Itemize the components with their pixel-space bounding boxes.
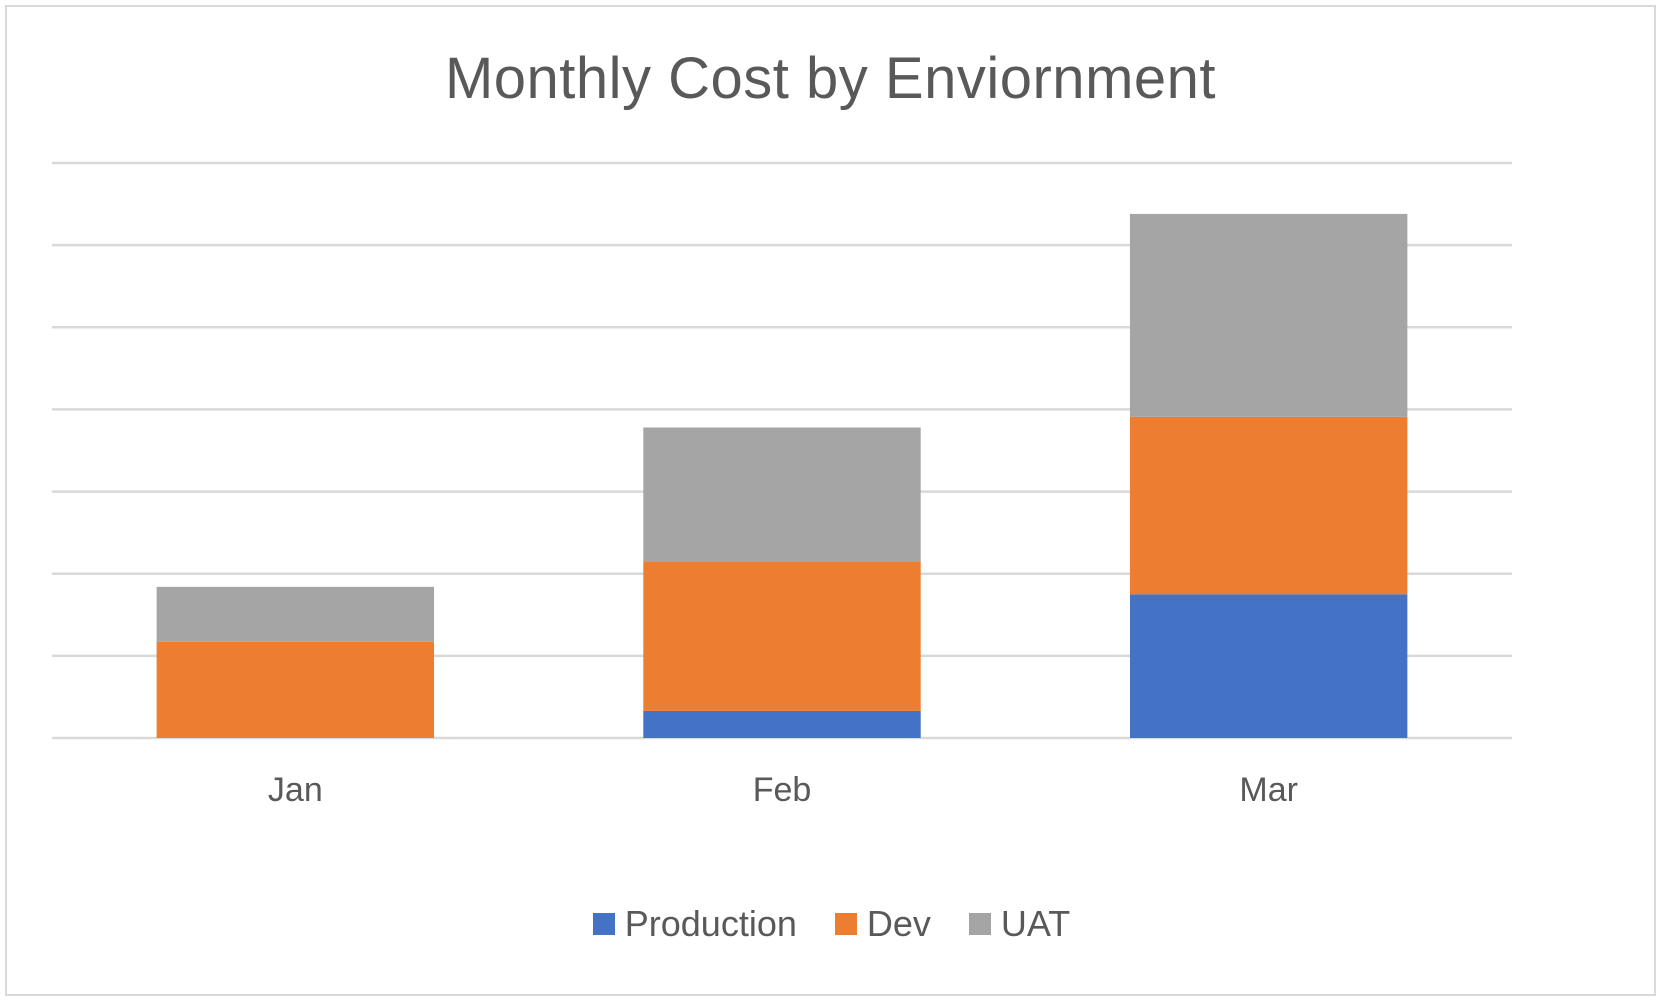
chart-title: Monthly Cost by Enviornment xyxy=(444,46,1217,111)
legend-swatch-uat xyxy=(968,913,991,935)
legend-item-uat: UAT xyxy=(968,903,1071,945)
legend-label-uat: UAT xyxy=(1000,903,1071,944)
bar-uat-mar xyxy=(1129,213,1408,417)
x-tick-label-jan: Jan xyxy=(268,771,323,809)
legend-swatch-dev xyxy=(834,913,857,935)
x-tick-label-mar: Mar xyxy=(1239,771,1298,809)
x-tick-labels: Jan Feb Mar xyxy=(268,771,1298,809)
bar-dev-feb xyxy=(643,561,921,711)
bar-dev-jan xyxy=(156,641,435,738)
legend: Production Dev UAT xyxy=(0,903,1663,945)
bar-uat-jan xyxy=(156,586,435,642)
bar-uat-feb xyxy=(643,427,921,562)
legend-swatch-production xyxy=(592,913,615,935)
bar-dev-mar xyxy=(1129,416,1408,595)
legend-label-production: Production xyxy=(624,903,797,944)
bar-production-feb xyxy=(643,710,921,738)
bar-production-mar xyxy=(1129,594,1408,738)
legend-label-dev: Dev xyxy=(866,903,931,944)
x-tick-label-feb: Feb xyxy=(753,771,812,809)
legend-item-dev: Dev xyxy=(834,903,931,945)
legend-item-production: Production xyxy=(592,903,797,945)
bars xyxy=(156,213,1408,738)
